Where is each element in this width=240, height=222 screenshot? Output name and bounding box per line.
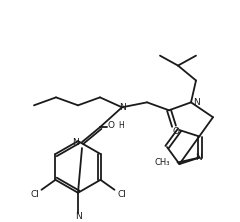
Text: H: H	[118, 121, 124, 130]
Text: N: N	[75, 212, 81, 221]
Text: O: O	[108, 121, 114, 130]
Text: CH₃: CH₃	[154, 158, 170, 167]
Text: N: N	[119, 103, 125, 112]
Text: O: O	[173, 127, 180, 136]
Text: Cl: Cl	[30, 190, 39, 199]
Text: N: N	[193, 98, 200, 107]
Text: Cl: Cl	[117, 190, 126, 199]
Text: N: N	[72, 138, 79, 147]
Text: N: N	[195, 153, 202, 162]
